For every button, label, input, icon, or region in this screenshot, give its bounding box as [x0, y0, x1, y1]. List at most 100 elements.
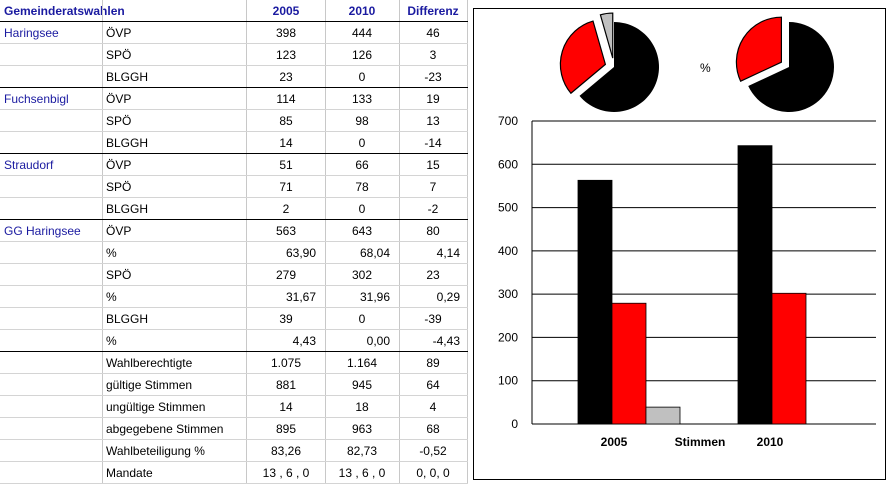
value-2010: 82,73	[346, 444, 378, 458]
row-label: %	[106, 334, 117, 348]
row-label: ungültige Stimmen	[106, 400, 206, 414]
row-group-label	[4, 418, 100, 440]
table-row: Wahlberechtigte 1.075 1.164 89	[0, 352, 468, 374]
value-differenz: 46	[426, 26, 440, 40]
row-group-label: Haringsee	[4, 26, 59, 40]
value-differenz: -14	[424, 136, 442, 150]
value-2010: 643	[351, 224, 373, 238]
spreadsheet-table: Gemeinderatswahlen 2005 2010 Differenz H…	[0, 0, 468, 484]
bar	[611, 302, 647, 425]
pie-percent-label: %	[700, 61, 711, 75]
value-2005: 123	[275, 48, 297, 62]
table-row: abgegebene Stimmen 895 963 68	[0, 418, 468, 440]
value-2005: 563	[275, 224, 297, 238]
value-differenz: -23	[424, 70, 442, 84]
table-row: Wahlbeteiligung % 83,26 82,73 -0,52	[0, 440, 468, 462]
row-group-label	[4, 44, 100, 66]
value-2005: 279	[275, 268, 297, 282]
table-row: BLGGH 39 0 -39	[0, 308, 468, 330]
value-differenz: 13	[426, 114, 440, 128]
value-2010: 0	[358, 312, 366, 326]
row-group-label	[4, 176, 100, 198]
value-differenz: 15	[426, 158, 440, 172]
pie-slice	[579, 22, 659, 112]
bar	[771, 292, 807, 425]
column-header-differenz: Differenz	[407, 4, 459, 18]
value-2005: 4,43	[292, 334, 316, 348]
row-label: ÖVP	[106, 26, 132, 40]
row-label: ÖVP	[106, 158, 132, 172]
pie-slice	[599, 12, 614, 59]
value-differenz: 4,14	[436, 246, 460, 260]
row-group-label	[4, 242, 100, 264]
table-row: ungültige Stimmen 14 18 4	[0, 396, 468, 418]
chart-svg: % 0 100 200 300 400 500 600 700 2005 2010 Stimmen	[498, 12, 876, 449]
value-2005: 14	[279, 400, 293, 414]
table-row: % 4,43 0,00 -4,43	[0, 330, 468, 352]
value-2010: 0	[358, 136, 366, 150]
row-label: SPÖ	[106, 48, 132, 62]
row-group-label	[4, 462, 100, 484]
value-2005: 398	[275, 26, 297, 40]
table-row: % 31,67 31,96 0,29	[0, 286, 468, 308]
row-group-label	[4, 110, 100, 132]
chart-area: % 0 100 200 300 400 500 600 700 2005 2010 Stimmen	[473, 8, 886, 480]
row-label: Mandate	[106, 466, 153, 480]
x-tick-label: 2005	[601, 435, 628, 449]
value-2010: 0,00	[366, 334, 390, 348]
y-tick-label: 0	[511, 417, 518, 431]
column-header-2005: 2005	[272, 4, 300, 18]
table-row: BLGGH 14 0 -14	[0, 132, 468, 154]
row-label: SPÖ	[106, 114, 132, 128]
row-label: gültige Stimmen	[106, 378, 193, 392]
pie-slice	[748, 22, 835, 113]
table-row: SPÖ 123 126 3	[0, 44, 468, 66]
value-2005: 39	[279, 312, 293, 326]
value-differenz: 0, 0, 0	[416, 466, 450, 480]
value-2005: 2	[282, 202, 290, 216]
row-group-label	[4, 132, 100, 154]
value-2005: 881	[275, 378, 297, 392]
bar	[577, 179, 613, 425]
value-differenz: 64	[426, 378, 440, 392]
pie-slice	[559, 20, 607, 95]
value-differenz: -4,43	[432, 334, 460, 348]
row-group-label: Straudorf	[4, 158, 54, 172]
value-2010: 0	[358, 202, 366, 216]
value-2005: 83,26	[270, 444, 302, 458]
value-2010: 1.164	[346, 356, 378, 370]
value-2010: 31,96	[359, 290, 390, 304]
value-differenz: 80	[426, 224, 440, 238]
y-tick-label: 400	[498, 244, 518, 258]
table-header-row: Gemeinderatswahlen 2005 2010 Differenz	[0, 0, 468, 22]
table-row: gültige Stimmen 881 945 64	[0, 374, 468, 396]
value-2010: 98	[355, 114, 369, 128]
value-2005: 114	[276, 92, 296, 106]
value-2010: 18	[355, 400, 369, 414]
pie-slice	[735, 16, 783, 83]
value-2010: 68,04	[359, 246, 390, 260]
value-2005: 51	[279, 158, 293, 172]
y-tick-label: 600	[498, 157, 518, 171]
row-label: ÖVP	[106, 224, 132, 238]
value-2005: 13 , 6 , 0	[262, 466, 310, 480]
value-differenz: 19	[426, 92, 440, 106]
table-row: SPÖ 279 302 23	[0, 264, 468, 286]
value-2005: 31,67	[285, 290, 316, 304]
value-differenz: -2	[427, 202, 439, 216]
bar	[645, 406, 681, 425]
table-row: SPÖ 85 98 13	[0, 110, 468, 132]
row-group-label: GG Haringsee	[4, 224, 81, 238]
value-2010: 133	[351, 92, 373, 106]
table-row: Fuchsenbigl ÖVP 114 133 19	[0, 88, 468, 110]
row-group-label	[4, 198, 100, 220]
y-tick-label: 100	[498, 374, 518, 388]
column-header-2010: 2010	[348, 4, 376, 18]
value-2010: 13 , 6 , 0	[338, 466, 386, 480]
row-label: SPÖ	[106, 268, 132, 282]
x-axis-label: Stimmen	[675, 435, 726, 449]
row-group-label	[4, 440, 100, 462]
value-2005: 71	[279, 180, 293, 194]
value-2010: 945	[351, 378, 373, 392]
value-2005: 23	[279, 70, 293, 84]
